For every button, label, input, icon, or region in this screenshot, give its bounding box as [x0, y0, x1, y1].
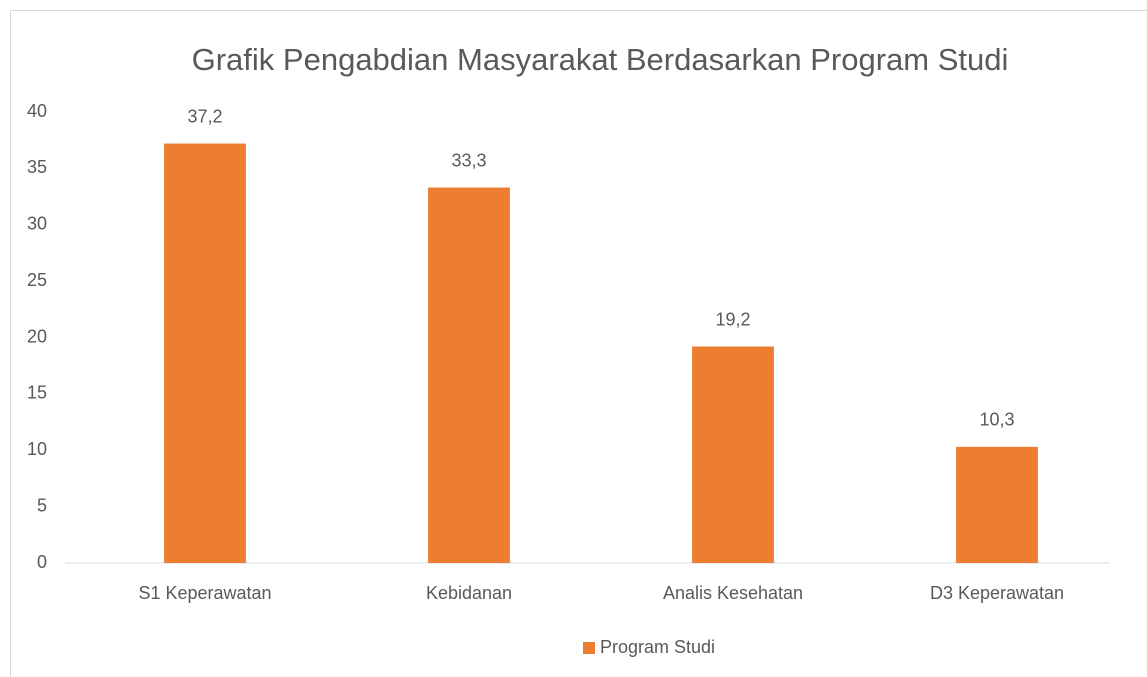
- y-tick-label: 0: [37, 552, 47, 572]
- data-label: 10,3: [979, 410, 1014, 430]
- bar: [692, 346, 774, 563]
- chart-title: Grafik Pengabdian Masyarakat Berdasarkan…: [192, 42, 1009, 77]
- y-tick-label: 40: [27, 101, 47, 121]
- data-label: 37,2: [187, 106, 222, 126]
- bar: [428, 187, 510, 564]
- x-tick-label: Analis Kesehatan: [663, 583, 803, 603]
- legend-swatch: [583, 642, 595, 654]
- y-tick-label: 15: [27, 383, 47, 403]
- y-tick-label: 20: [27, 326, 47, 346]
- y-tick-label: 30: [27, 214, 47, 234]
- x-tick-label: S1 Keperawatan: [138, 583, 271, 603]
- y-tick-label: 10: [27, 439, 47, 459]
- bar: [956, 446, 1038, 563]
- legend-label: Program Studi: [600, 637, 715, 657]
- x-tick-label: D3 Keperawatan: [930, 583, 1064, 603]
- bar: [164, 143, 246, 563]
- data-label: 33,3: [451, 150, 486, 170]
- x-tick-label: Kebidanan: [426, 583, 512, 603]
- y-tick-label: 35: [27, 157, 47, 177]
- data-label: 19,2: [715, 309, 750, 329]
- y-tick-label: 5: [37, 495, 47, 515]
- y-tick-label: 25: [27, 270, 47, 290]
